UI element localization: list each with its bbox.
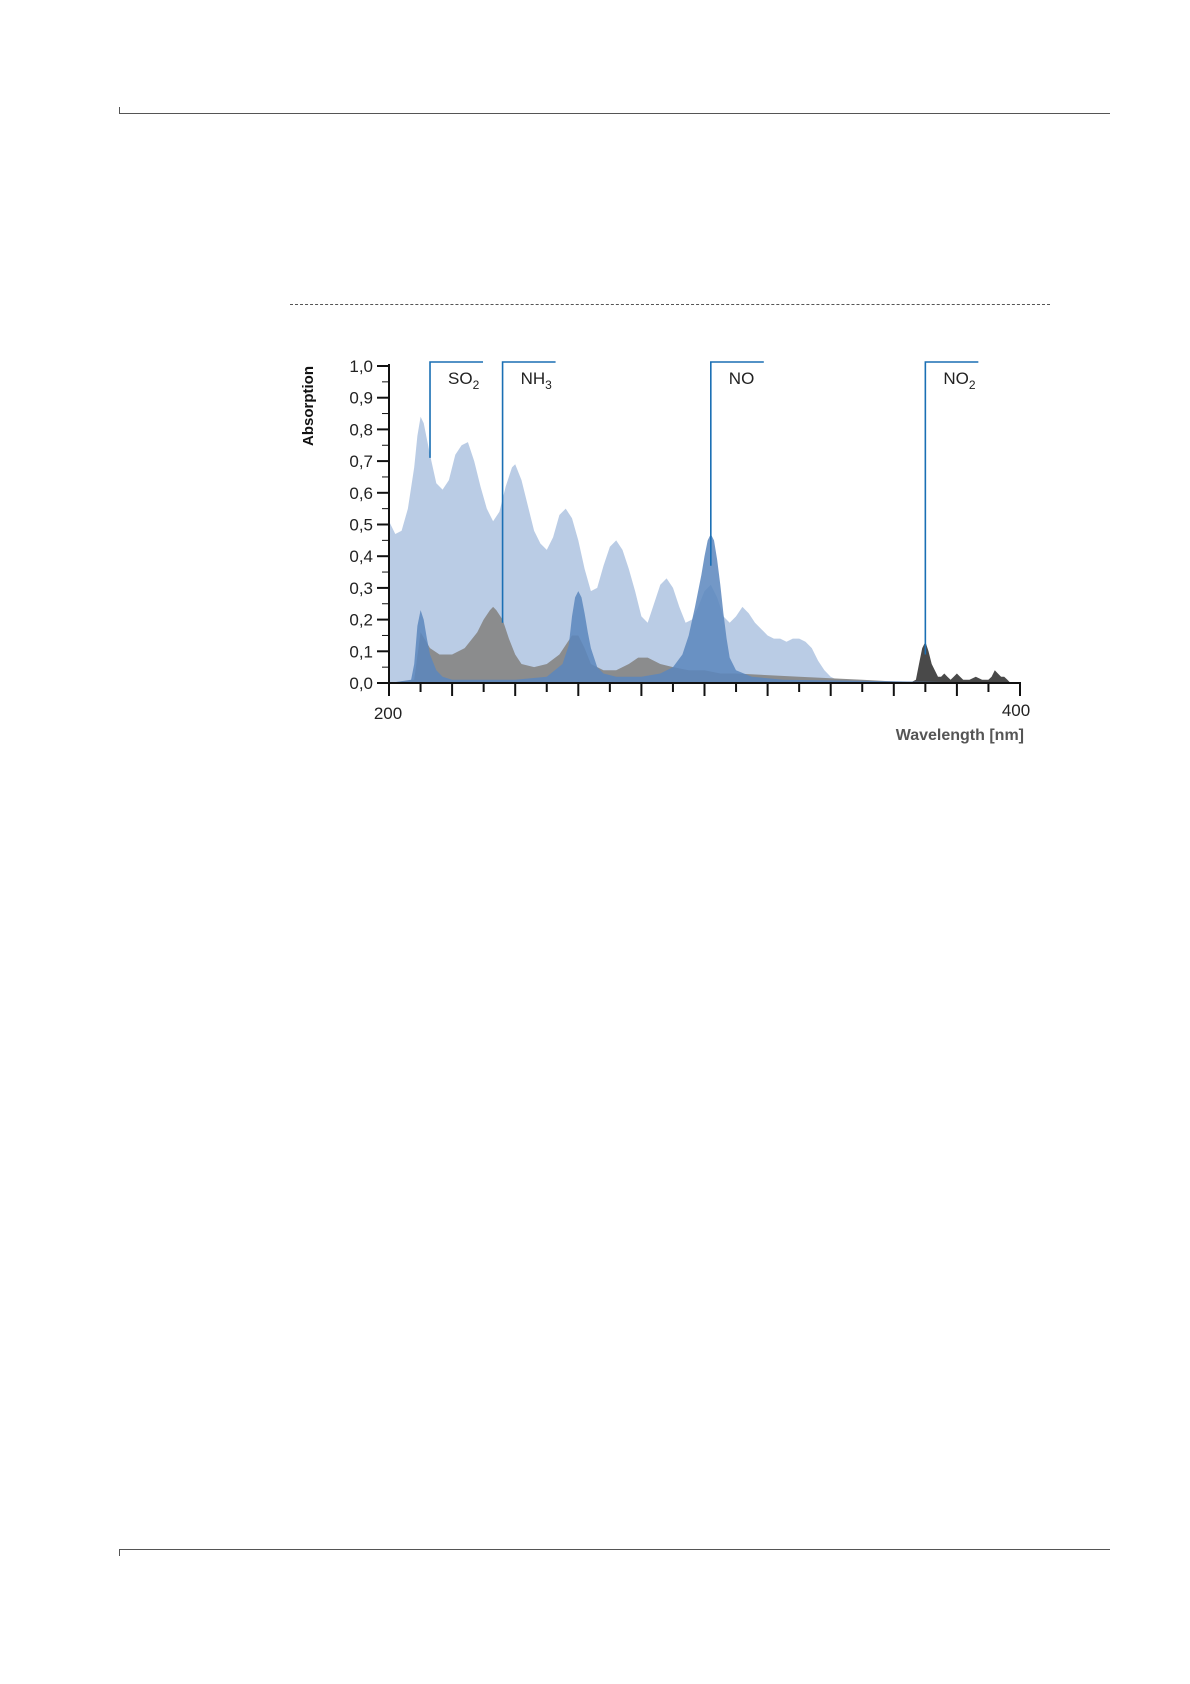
section-divider [290, 304, 1050, 305]
spectrum-area-4 [389, 534, 1020, 683]
y-tick-label: 0,6 [349, 484, 373, 503]
page-footer-rule [119, 1549, 1110, 1550]
x-tick-label: 200 [374, 704, 402, 723]
page-header-rule [119, 113, 1110, 114]
annotation-marker [924, 361, 979, 655]
y-tick-label: 0,2 [349, 611, 373, 630]
annotation-marker [501, 361, 556, 623]
x-tick-label: 400 [1002, 701, 1030, 720]
y-tick-label: 0,1 [349, 642, 373, 661]
y-tick-label: 0,9 [349, 389, 373, 408]
annotation-label: NO [729, 369, 755, 388]
page-footer-rule-tick [119, 1549, 120, 1556]
y-tick-label: 0,4 [349, 547, 373, 566]
spectrum-area-1 [389, 416, 1020, 683]
y-tick-label: 1,0 [349, 357, 373, 376]
page-header-rule-tick [119, 107, 120, 114]
y-tick-label: 0,5 [349, 516, 373, 535]
spectrum-area-3 [909, 641, 1011, 683]
annotation-label: NH3 [521, 369, 553, 392]
y-axis-label: Absorption [300, 366, 317, 446]
y-tick-label: 0,7 [349, 452, 373, 471]
annotation-label: NO2 [943, 369, 976, 392]
y-tick-label: 0,3 [349, 579, 373, 598]
y-tick-label: 0,0 [349, 674, 373, 693]
y-tick-label: 0,8 [349, 420, 373, 439]
x-axis-label: Wavelength [nm] [896, 727, 1024, 744]
annotation-label: SO2 [448, 369, 480, 392]
annotation-marker [710, 361, 764, 566]
spectrum-area-2 [389, 606, 1020, 683]
annotation-marker [429, 361, 484, 458]
